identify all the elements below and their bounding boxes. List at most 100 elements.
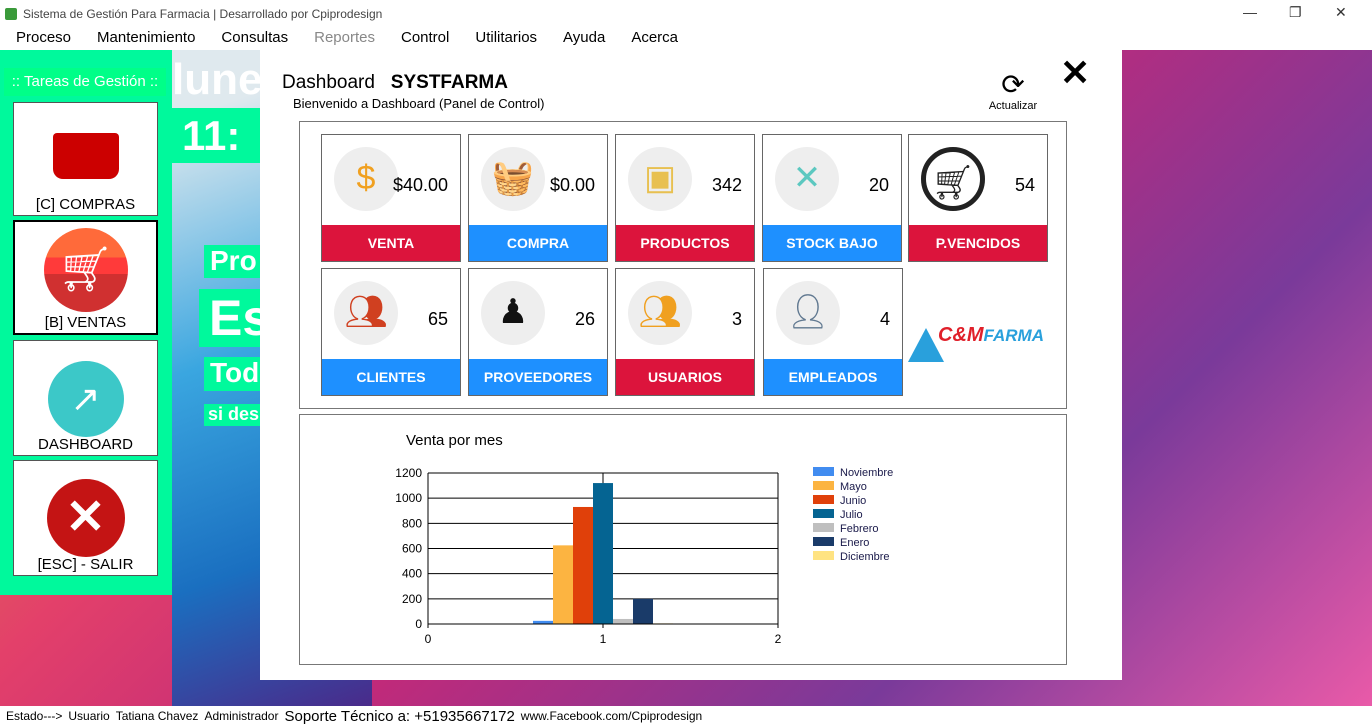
maximize-button[interactable]: ❐ bbox=[1289, 4, 1302, 20]
menu-utilitarios[interactable]: Utilitarios bbox=[475, 29, 538, 46]
legend-swatch bbox=[813, 523, 834, 532]
x-tick-label: 1 bbox=[600, 632, 607, 646]
ventas-button[interactable]: 🛒︎ [B] VENTAS bbox=[13, 220, 158, 335]
card-label: PRODUCTOS bbox=[616, 225, 754, 261]
minimize-button[interactable]: — bbox=[1243, 4, 1257, 20]
card-stock-bajo[interactable]: ✕ 20 STOCK BAJO bbox=[762, 134, 902, 262]
window-title: Sistema de Gestión Para Farmacia | Desar… bbox=[23, 6, 383, 21]
card-proveedores[interactable]: ♟ 26 PROVEEDORES bbox=[468, 268, 608, 396]
card-value: 65 bbox=[427, 309, 448, 329]
chart-title: Venta por mes bbox=[406, 432, 503, 449]
legend-swatch bbox=[813, 481, 834, 490]
card-label: EMPLEADOS bbox=[764, 359, 902, 395]
status-bar: Estado---> Usuario Tatiana Chavez Admini… bbox=[0, 706, 1372, 726]
sales-chart: Venta por mes 0 200 400 600 800 1000 1200 0 1 2 Nov… bbox=[395, 432, 893, 646]
dashboard-panel: Dashboard SYSTFARMA Bienvenido a Dashboa… bbox=[260, 50, 1122, 680]
chart-trend-icon: ↗ bbox=[47, 361, 124, 437]
menu-ayuda[interactable]: Ayuda bbox=[563, 29, 606, 46]
y-tick-label: 1000 bbox=[395, 491, 422, 505]
card-compra[interactable]: 🧺 $0.00 COMPRA bbox=[468, 134, 608, 262]
cart-icon: 🛒︎ bbox=[921, 147, 985, 211]
card-label: VENTA bbox=[322, 225, 460, 261]
menu-proceso[interactable]: Proceso bbox=[16, 29, 72, 46]
employees-icon: 👤︎ bbox=[776, 281, 840, 345]
bar-febrero bbox=[613, 618, 633, 624]
menu-bar: Proceso Mantenimiento Consultas Reportes… bbox=[0, 27, 1372, 50]
legend-label: Noviembre bbox=[840, 467, 893, 479]
chart-frame bbox=[299, 414, 1067, 665]
ventas-label: [B] VENTAS bbox=[44, 314, 127, 331]
card-label: P.VENCIDOS bbox=[909, 225, 1047, 261]
bar-junio bbox=[573, 506, 593, 624]
promo-text: Es bbox=[199, 289, 270, 347]
card-venta[interactable]: $ $40.00 VENTA bbox=[321, 134, 461, 262]
legend-swatch bbox=[813, 509, 834, 518]
salir-label: [ESC] - SALIR bbox=[37, 556, 134, 573]
legend-label: Julio bbox=[840, 509, 863, 521]
menu-acerca[interactable]: Acerca bbox=[631, 29, 678, 46]
refresh-icon: ⟳ bbox=[1001, 69, 1025, 100]
dashboard-button[interactable]: ↗ DASHBOARD bbox=[13, 340, 158, 456]
card-value: $0.00 bbox=[549, 175, 595, 195]
title-text: Dashboard bbox=[282, 72, 375, 93]
card-label: CLIENTES bbox=[322, 359, 460, 395]
status-user-label: Usuario bbox=[68, 709, 110, 723]
legend-swatch bbox=[813, 551, 834, 560]
card-label: PROVEEDORES bbox=[469, 359, 607, 395]
dashboard-subtitle: Bienvenido a Dashboard (Panel de Control… bbox=[293, 96, 545, 111]
basket-icon: 🧺 bbox=[481, 147, 545, 211]
card-label: COMPRA bbox=[469, 225, 607, 261]
status-role: Administrador bbox=[204, 709, 279, 723]
menu-reportes[interactable]: Reportes bbox=[314, 29, 375, 46]
close-window-button[interactable]: ✕ bbox=[1335, 4, 1347, 20]
time-label: 11: bbox=[172, 108, 262, 163]
legend-label: Junio bbox=[840, 495, 866, 507]
card-productos[interactable]: ▣ 342 PRODUCTOS bbox=[615, 134, 755, 262]
status-user: Tatiana Chavez bbox=[115, 709, 199, 723]
legend-label: Febrero bbox=[840, 523, 879, 535]
cards-frame bbox=[299, 121, 1067, 409]
card-p-vencidos[interactable]: 🛒︎ 54 P.VENCIDOS bbox=[908, 134, 1048, 262]
promo-text: Pro bbox=[204, 245, 264, 278]
dashboard-title: Dashboard SYSTFARMA bbox=[282, 72, 508, 94]
card-empleados[interactable]: 👤︎ 4 EMPLEADOS bbox=[763, 268, 903, 396]
card-value: 342 bbox=[711, 175, 742, 195]
refresh-button[interactable]: ⟳ Actualizar bbox=[988, 69, 1038, 113]
status-estado: Estado---> bbox=[6, 709, 63, 723]
card-usuarios[interactable]: 👥︎ 3 USUARIOS bbox=[615, 268, 755, 396]
card-label: USUARIOS bbox=[616, 359, 754, 395]
compras-button[interactable]: [C] COMPRAS bbox=[13, 102, 158, 216]
app-icon bbox=[5, 7, 17, 20]
bar-julio bbox=[593, 483, 613, 624]
card-label: STOCK BAJO bbox=[763, 225, 901, 261]
legend-swatch bbox=[813, 537, 834, 546]
users-icon: 👥︎ bbox=[628, 281, 692, 345]
menu-consultas[interactable]: Consultas bbox=[221, 29, 289, 46]
supplier-icon: ♟ bbox=[481, 281, 545, 345]
box-icon: ▣ bbox=[628, 147, 692, 211]
empty-box-icon: ✕ bbox=[775, 147, 839, 211]
card-value: 54 bbox=[1014, 175, 1035, 195]
y-tick-label: 800 bbox=[402, 516, 422, 530]
salir-button[interactable]: ✕ [ESC] - SALIR bbox=[13, 460, 158, 576]
status-support: Soporte Técnico a: +51935667172 bbox=[284, 707, 515, 725]
menu-mantenimiento[interactable]: Mantenimiento bbox=[97, 29, 196, 46]
menu-control[interactable]: Control bbox=[401, 29, 450, 46]
card-clientes[interactable]: 👥︎ 65 CLIENTES bbox=[321, 268, 461, 396]
legend-label: Diciembre bbox=[840, 551, 890, 563]
dashboard-label: DASHBOARD bbox=[37, 436, 134, 453]
cm-farma-logo: C&MFARMA bbox=[908, 304, 1048, 364]
close-dashboard-button[interactable]: ✕ bbox=[1060, 52, 1091, 93]
invoice-icon: $ bbox=[334, 147, 398, 211]
y-tick-label: 600 bbox=[402, 542, 422, 556]
status-web: www.Facebook.com/Cpiprodesign bbox=[520, 709, 703, 723]
x-tick-label: 2 bbox=[775, 632, 782, 646]
card-value: 20 bbox=[868, 175, 889, 195]
clients-icon: 👥︎ bbox=[334, 281, 398, 345]
y-tick-label: 200 bbox=[402, 592, 422, 606]
card-value: 26 bbox=[574, 309, 595, 329]
cart-icon: 🛒︎ bbox=[43, 228, 128, 312]
sidebar-header: :: Tareas de Gestión :: bbox=[4, 68, 166, 96]
y-tick-label: 1200 bbox=[395, 466, 422, 480]
basket-icon bbox=[52, 133, 119, 179]
